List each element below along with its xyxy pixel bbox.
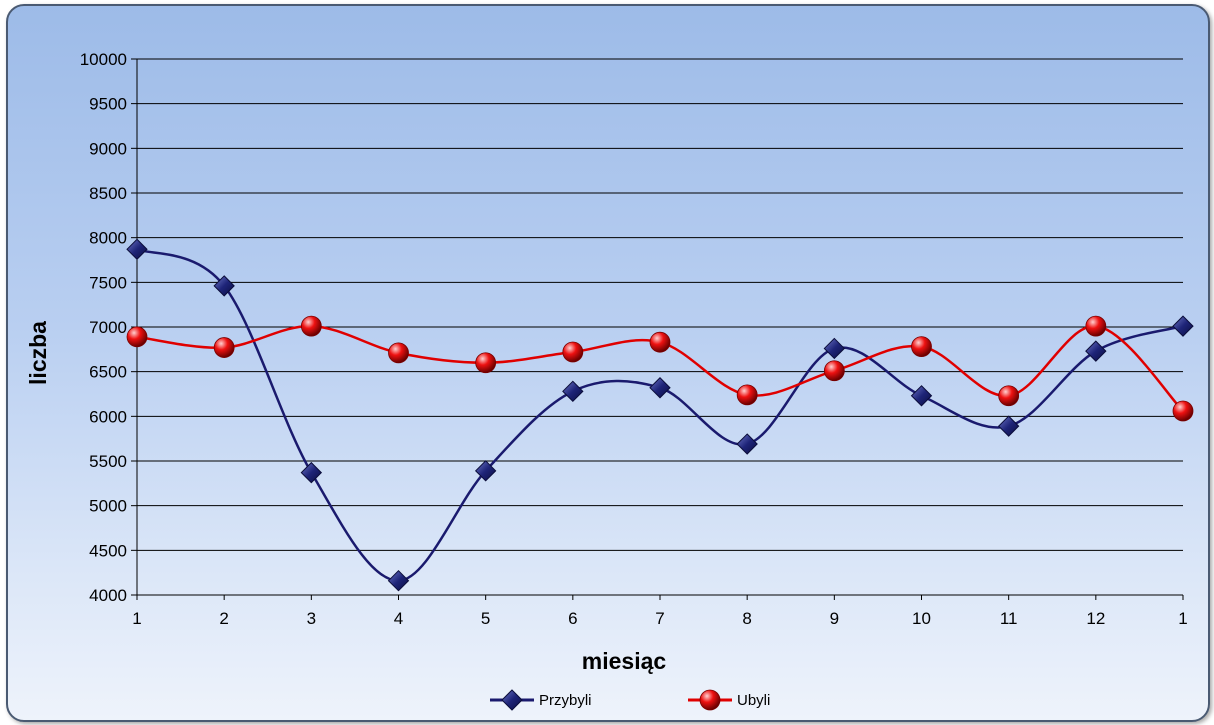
data-point-ubyli [1085,315,1107,337]
y-tick-label: 9500 [89,95,127,114]
grid-lines [137,58,1183,596]
line-chart: 4000 4500 5000 5500 6000 6500 7000 7500 8000 8500… [25,50,1194,711]
data-point-ubyli [213,337,235,358]
data-point-przybyli [562,380,584,403]
data-point-przybyli [1085,340,1107,362]
data-point-przybyli [387,569,410,592]
legend: Przybyli Ubyli [490,689,770,711]
y-tick-label: 5500 [89,452,127,471]
x-tick-label: 5 [481,609,490,628]
y-tick-label: 5000 [89,497,127,516]
data-point-ubyli [475,352,497,374]
x-tick-label: 3 [307,609,316,628]
legend-label-ubyli: Ubyli [737,692,770,709]
x-tick-label: 2 [219,609,228,628]
x-tick-labels: 1 2 3 4 5 6 7 8 9 10 11 12 1 [132,609,1187,628]
y-tick-labels: 4000 4500 5000 5500 6000 6500 7000 7500 8000 8500… [80,50,127,605]
y-tick-label: 9000 [89,139,127,158]
legend-marker-ubyli [699,689,721,711]
y-tick-label: 4500 [89,541,127,560]
x-tick-label: 1 [1178,609,1187,628]
data-point-przybyli [1172,315,1194,337]
data-point-przybyli [474,460,497,482]
data-point-przybyli [213,275,235,297]
x-tick-label: 4 [394,609,403,628]
y-axis-title: liczba [25,321,51,385]
data-point-przybyli [910,385,933,407]
y-tick-label: 8000 [89,229,127,248]
series-line-przybyli [136,248,1184,582]
x-tick-label: 7 [655,609,664,628]
x-tick-label: 6 [568,609,577,628]
data-point-ubyli [823,360,845,382]
data-point-przybyli [823,337,846,360]
data-point-ubyli [388,342,409,364]
data-point-ubyli [1172,400,1194,422]
x-tick-label: 8 [742,609,751,628]
y-tick-label: 10000 [80,50,127,69]
data-point-ubyli [736,384,758,406]
series-markers [126,238,1194,592]
x-tick-label: 1 [132,609,141,628]
data-point-ubyli [562,341,584,363]
x-tick-label: 12 [1086,609,1105,628]
data-point-przybyli [649,377,671,399]
data-point-ubyli [300,315,322,337]
data-point-ubyli [998,385,1020,407]
data-point-przybyli [736,433,758,455]
data-point-ubyli [911,336,932,358]
y-tick-label: 8500 [89,184,127,203]
y-tick-label: 6500 [89,363,127,382]
data-point-przybyli [300,461,323,484]
x-axis-title: miesiąc [582,648,667,674]
legend-label-przybyli: Przybyli [539,692,592,709]
y-tick-label: 4000 [89,586,127,605]
data-point-przybyli [997,415,1020,437]
y-tick-label: 7500 [89,273,127,292]
series-lines [136,248,1184,582]
y-tick-label: 7000 [89,318,127,337]
data-point-ubyli [126,326,148,348]
x-tick-label: 10 [912,609,931,628]
data-point-ubyli [649,331,671,353]
chart-frame: 4000 4500 5000 5500 6000 6500 7000 7500 8000 8500… [6,4,1210,722]
legend-marker-przybyli [501,689,523,711]
x-tick-label: 11 [1000,609,1018,628]
x-tick-label: 9 [830,609,839,628]
y-tick-label: 6000 [89,407,127,426]
data-point-przybyli [126,238,148,260]
